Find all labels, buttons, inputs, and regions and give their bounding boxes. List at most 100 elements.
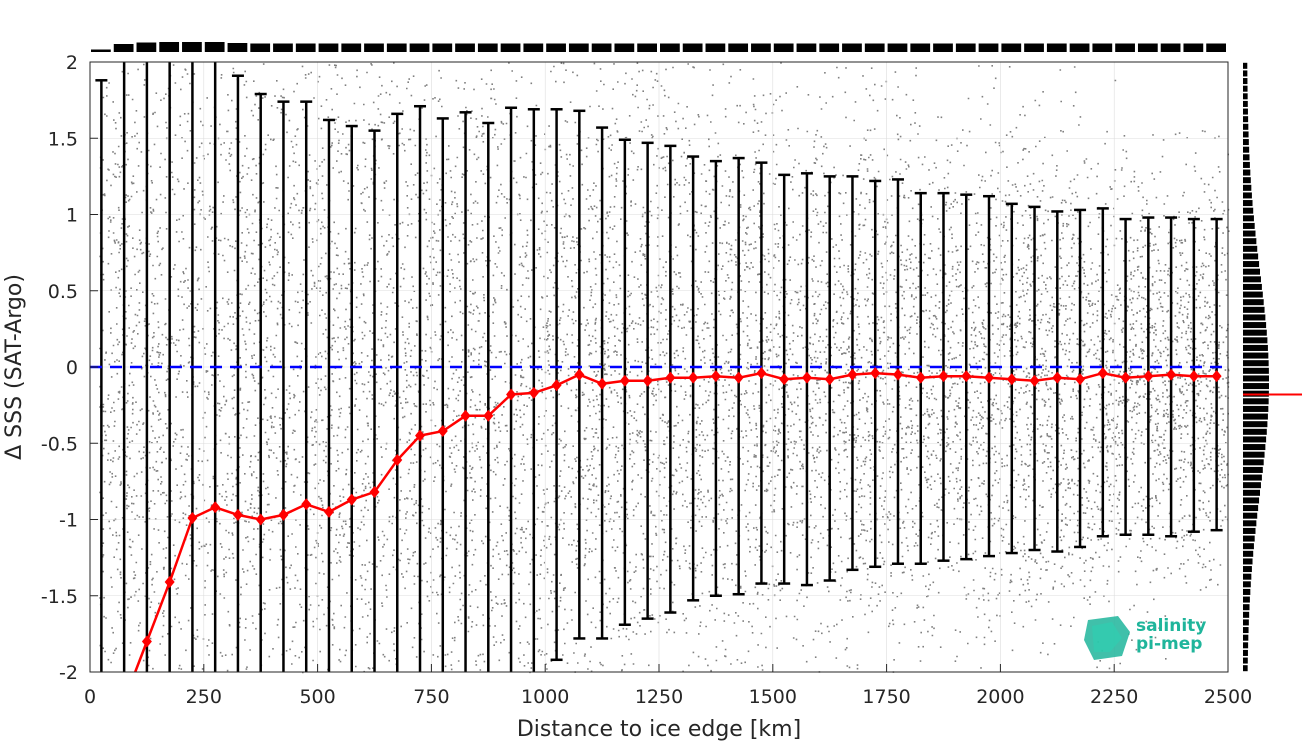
right-histogram-bar [1243, 184, 1252, 191]
right-histogram-bar [1243, 230, 1256, 237]
right-histogram-bar [1243, 497, 1260, 504]
mean-point [1143, 370, 1154, 383]
right-histogram-bar [1243, 276, 1261, 283]
mean-point [710, 370, 721, 383]
right-histogram-bar [1243, 207, 1254, 214]
top-histogram-bar [477, 43, 498, 52]
mean-point [665, 371, 676, 384]
top-histogram-bar [113, 44, 134, 52]
top-histogram-bar [1160, 43, 1181, 52]
top-histogram-bar [182, 42, 202, 52]
x-axis-label: Distance to ice edge [km] [517, 717, 801, 742]
top-histogram-bar [614, 43, 635, 52]
mean-point [278, 508, 289, 521]
right-histogram-bar [1243, 581, 1251, 588]
right-histogram-bar [1243, 291, 1263, 298]
top-histogram-bar [91, 49, 111, 52]
top-histogram-bar [295, 43, 316, 52]
right-histogram-bar [1243, 116, 1249, 123]
right-histogram-bar [1243, 383, 1269, 390]
top-histogram-bar [1001, 43, 1022, 52]
x-tick-label: 1250 [635, 686, 683, 708]
mean-point [938, 370, 949, 383]
mean-point [483, 409, 494, 422]
top-histogram-bar [455, 43, 475, 52]
right-histogram-bar [1243, 535, 1255, 542]
right-histogram-bar [1243, 154, 1250, 161]
top-histogram-bar [705, 43, 726, 52]
right-histogram-bar [1243, 322, 1267, 329]
right-histogram-bar [1243, 665, 1248, 672]
mean-point [323, 505, 334, 518]
mean-point [824, 373, 835, 386]
mean-point [779, 373, 790, 386]
x-tick-label: 750 [413, 686, 449, 708]
top-histogram-bar [933, 43, 953, 52]
right-histogram-bar [1243, 634, 1249, 641]
logo-text-salinity: salinity [1136, 616, 1207, 636]
top-histogram-bar [637, 43, 657, 52]
mean-point [847, 368, 858, 381]
mean-point [164, 576, 175, 589]
y-tick-label: -2 [59, 662, 78, 684]
y-tick-label: 0.5 [48, 281, 78, 303]
right-histogram [1243, 62, 1302, 672]
right-histogram-bar [1243, 200, 1253, 207]
right-histogram-bar [1243, 520, 1257, 527]
top-histogram-bar [751, 43, 771, 52]
top-histogram-bar [728, 43, 749, 52]
mean-point [915, 371, 926, 384]
top-histogram-bar [773, 43, 794, 52]
right-histogram-bar [1243, 238, 1257, 245]
x-tick-label: 1500 [749, 686, 797, 708]
top-histogram-bar [1137, 43, 1158, 52]
top-histogram-bar [864, 43, 885, 52]
right-histogram-bar [1243, 505, 1259, 512]
mean-point [301, 498, 312, 511]
right-histogram-bar [1243, 139, 1249, 146]
top-histogram-bar [1024, 43, 1044, 52]
top-histogram-bar [1115, 43, 1135, 52]
top-histogram-bar [591, 43, 612, 52]
mean-point [597, 377, 608, 390]
top-histogram-bar [273, 43, 293, 52]
right-histogram-bar [1243, 299, 1264, 306]
top-histogram-bar [250, 43, 271, 52]
mean-point [1052, 371, 1063, 384]
mean-point [210, 501, 221, 514]
right-histogram-bar [1243, 146, 1250, 153]
right-histogram-bar [1243, 405, 1269, 412]
right-histogram-bar [1243, 466, 1263, 473]
right-histogram-bar [1243, 161, 1250, 168]
mean-point [551, 379, 562, 392]
x-tick-label: 0 [84, 686, 96, 708]
right-histogram-bar [1243, 436, 1267, 443]
mean-point [369, 486, 380, 499]
top-histogram-bar [409, 43, 430, 52]
right-histogram-bar [1243, 177, 1251, 184]
right-histogram-bar [1243, 543, 1254, 550]
x-axis-ticks: 0 250 500 750 1000 1250 1500 1750 2000 2250 2500 [84, 664, 1252, 708]
right-histogram-bar [1243, 627, 1249, 634]
right-histogram-bar [1243, 421, 1268, 428]
mean-point [1211, 370, 1222, 383]
right-histogram-bar [1243, 268, 1261, 275]
mean-point [870, 367, 881, 380]
right-histogram-bar [1243, 329, 1267, 336]
y-tick-label: 2 [66, 52, 78, 74]
right-histogram-bar [1243, 222, 1255, 229]
mean-series-points [141, 367, 1222, 648]
right-histogram-bar [1243, 352, 1269, 359]
right-histogram-bar [1243, 169, 1251, 176]
x-tick-label: 250 [186, 686, 222, 708]
x-tick-label: 500 [299, 686, 335, 708]
right-histogram-bar [1243, 192, 1252, 199]
right-histogram-bar [1243, 451, 1265, 458]
right-histogram-bar [1243, 360, 1269, 367]
mean-point [642, 374, 653, 387]
x-tick-label: 1000 [521, 686, 569, 708]
right-histogram-bar [1243, 596, 1250, 603]
top-histogram-bar [1046, 43, 1067, 52]
right-histogram-bar [1243, 398, 1269, 405]
x-tick-label: 2500 [1204, 686, 1252, 708]
